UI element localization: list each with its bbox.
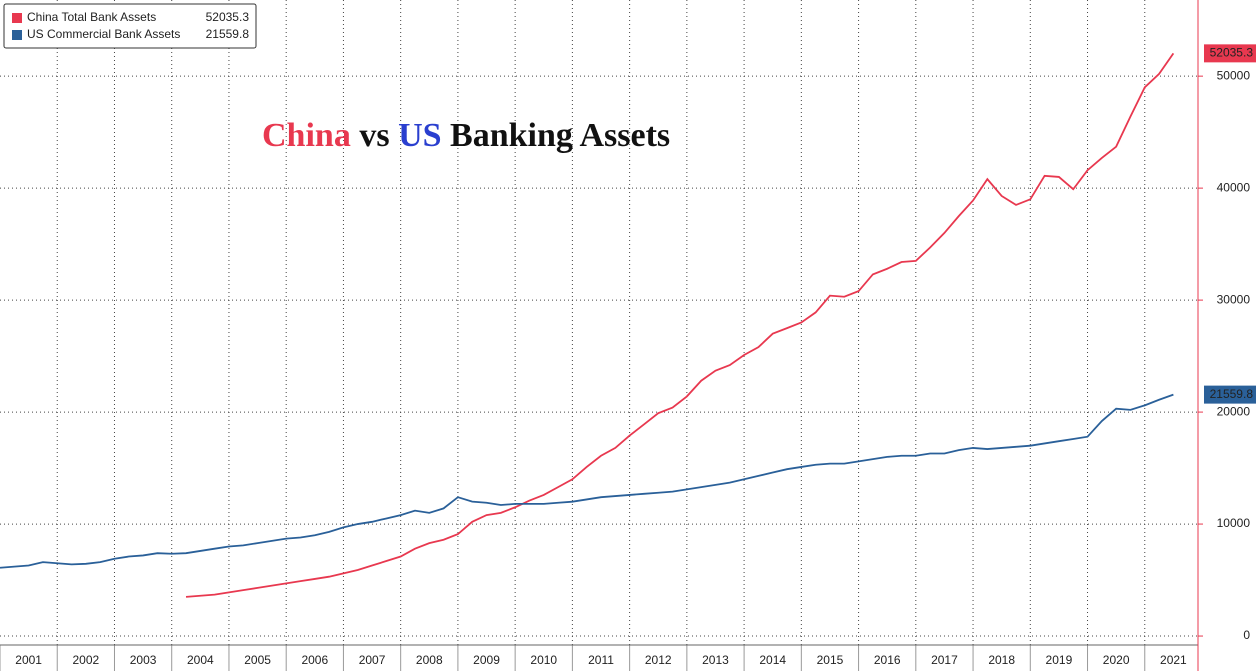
x-tick-label: 2017 [931,653,958,667]
legend-value: 52035.3 [206,10,250,24]
x-tick-label: 2010 [530,653,557,667]
x-tick-label: 2002 [73,653,100,667]
legend-label: China Total Bank Assets [27,10,156,24]
y-tick-label: 0 [1243,628,1250,642]
value-flag [1204,385,1256,404]
x-tick-label: 2006 [301,653,328,667]
legend-label: US Commercial Bank Assets [27,27,180,41]
x-tick-label: 2019 [1046,653,1073,667]
x-tick-label: 2012 [645,653,672,667]
x-tick-label: 2009 [473,653,500,667]
x-tick-label: 2003 [130,653,157,667]
legend-value: 21559.8 [206,27,250,41]
x-tick-label: 2015 [817,653,844,667]
x-tick-label: 2011 [588,653,614,667]
value-flag-label: 21559.8 [1210,387,1254,401]
x-tick-label: 2020 [1103,653,1130,667]
x-tick-label: 2005 [244,653,271,667]
series-line [185,52,1175,598]
legend-swatch [12,30,22,40]
y-tick-label: 50000 [1217,68,1251,82]
y-tick-label: 10000 [1217,516,1251,530]
title-part: vs [359,117,389,154]
x-tick-label: 2004 [187,653,214,667]
title-part: Banking Assets [450,117,670,154]
legend: China Total Bank Assets 52035.3 US Commerc… [3,3,257,49]
x-tick-label: 2014 [759,653,786,667]
y-tick-label: 40000 [1217,180,1251,194]
value-flag [1204,44,1256,63]
x-tick-label: 2021 [1160,653,1187,667]
x-tick-label: 2008 [416,653,443,667]
value-flag-label: 52035.3 [1210,46,1254,60]
y-tick-label: 20000 [1217,404,1251,418]
legend-box [3,3,257,49]
x-tick-label: 2013 [702,653,729,667]
legend-swatch [12,13,22,23]
title-part: China [262,117,351,154]
x-tick-label: 2016 [874,653,901,667]
y-tick-label: 30000 [1217,292,1251,306]
title-part: US [398,117,441,154]
x-tick-label: 2001 [15,653,42,667]
x-tick-label: 2007 [359,653,386,667]
chart-title: China vs US Banking Assets [262,117,670,154]
x-tick-label: 2018 [988,653,1015,667]
series-line [0,393,1174,569]
plot [0,52,1175,598]
